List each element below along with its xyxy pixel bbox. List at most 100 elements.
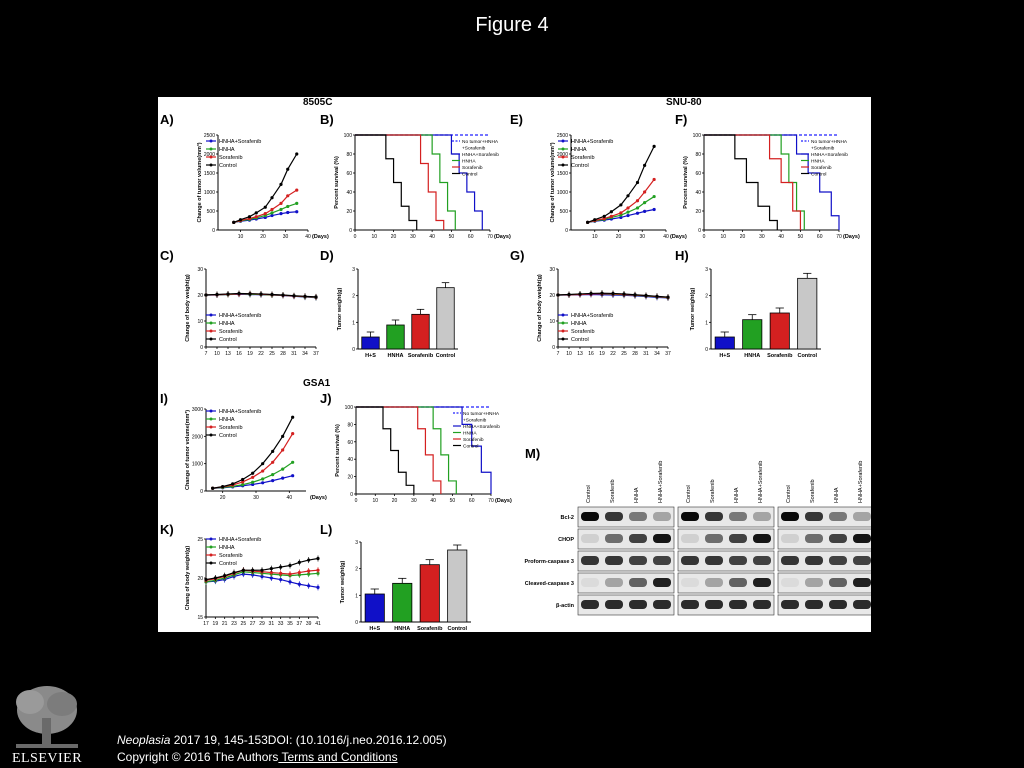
data-point xyxy=(238,218,243,222)
terms-link[interactable]: Terms and Conditions xyxy=(278,750,398,764)
legend-marker xyxy=(209,561,213,565)
x-tick-label: 25 xyxy=(241,621,247,627)
bar-category-label: Sorafenib xyxy=(417,626,443,632)
y-tick-label: 100 xyxy=(344,133,353,139)
data-point xyxy=(215,292,219,297)
panel-label: E) xyxy=(510,112,523,127)
legend-marker xyxy=(561,337,565,341)
blot-band xyxy=(781,556,799,565)
x-axis-label: (Days) xyxy=(494,234,511,240)
y-tick-label: 20 xyxy=(549,293,555,299)
x-tick-label: 41 xyxy=(315,621,321,627)
data-point xyxy=(288,563,292,568)
y-tick-label: 20 xyxy=(347,475,353,481)
data-point xyxy=(633,293,637,297)
legend-marker xyxy=(209,417,213,421)
bar xyxy=(797,277,818,350)
x-tick-label: 28 xyxy=(280,351,286,357)
blot-frame xyxy=(777,594,871,616)
data-point xyxy=(316,571,320,575)
blot-band xyxy=(705,534,723,543)
x-tick-label: 33 xyxy=(278,621,284,627)
blot-band xyxy=(853,600,871,609)
data-point xyxy=(270,207,274,212)
data-point xyxy=(586,220,590,224)
data-point xyxy=(223,574,227,578)
journal-name: Neoplasia xyxy=(117,733,171,747)
x-tick-label: 7 xyxy=(557,351,560,357)
blot-band xyxy=(629,512,647,521)
blot-band xyxy=(781,534,799,543)
bar xyxy=(392,582,413,623)
line-chart: 0 10 20 30 7 10 13 16 19 22 25 28 31 34 37 Change of bo… xyxy=(185,267,319,357)
x-tick-label: 0 xyxy=(703,234,706,240)
blot-band xyxy=(629,534,647,543)
elsevier-tree-logo: ELSEVIER xyxy=(12,686,82,764)
blot-band xyxy=(653,512,671,521)
survival-chart: 0 20 40 60 80 100 0 10 20 30 40 50 60 70 Percent survi… xyxy=(335,405,512,504)
blot-band xyxy=(705,600,723,609)
data-point xyxy=(303,294,307,298)
y-tick-label: 60 xyxy=(695,171,701,177)
x-tick-label: 60 xyxy=(469,498,475,504)
blot-frame xyxy=(577,550,675,572)
panel-label: I) xyxy=(160,391,168,406)
data-point xyxy=(279,212,283,216)
y-tick-label: 40 xyxy=(347,457,353,463)
data-point xyxy=(643,163,647,167)
blot-band xyxy=(653,600,671,609)
x-tick-label: 10 xyxy=(238,234,244,240)
bar xyxy=(361,336,380,350)
x-tick-label: 50 xyxy=(450,498,456,504)
legend-marker xyxy=(561,163,565,167)
data-point xyxy=(270,213,274,218)
legend-label: HNHA+Sorafenib xyxy=(219,139,261,145)
y-tick-label: 2 xyxy=(352,294,355,300)
y-tick-label: 30 xyxy=(549,267,555,273)
data-point xyxy=(281,467,285,471)
blot-band xyxy=(605,556,623,565)
survival-step xyxy=(704,134,778,230)
data-point xyxy=(279,577,283,582)
data-point xyxy=(635,206,640,210)
legend-label: Sorafenib xyxy=(219,553,243,559)
blot-band xyxy=(653,578,671,587)
lane-label: Sorafenib xyxy=(610,479,616,503)
data-point xyxy=(260,568,264,572)
blot-band xyxy=(581,512,599,521)
legend-label: HNHA xyxy=(219,147,235,153)
data-point xyxy=(261,481,265,485)
x-tick-label: 16 xyxy=(588,351,594,357)
data-point xyxy=(307,569,311,573)
blot-band xyxy=(853,556,871,565)
x-tick-label: 60 xyxy=(468,234,474,240)
citation-line: Neoplasia 2017 19, 145-153DOI: (10.1016/… xyxy=(117,732,447,749)
y-tick-label: 2 xyxy=(355,567,358,573)
survival-step xyxy=(356,406,442,494)
blot-band xyxy=(829,534,847,543)
blot-band xyxy=(705,512,723,521)
legend-marker xyxy=(561,321,565,325)
blot-frame xyxy=(577,594,675,616)
legend-marker xyxy=(209,313,213,317)
copyright-line: Copyright © 2016 The Authors Terms and C… xyxy=(117,749,447,766)
data-point xyxy=(316,585,320,589)
x-tick-label: 40 xyxy=(430,498,436,504)
legend-label: HNHA xyxy=(571,147,587,153)
data-point xyxy=(589,291,593,296)
blot-band xyxy=(781,578,799,587)
data-point xyxy=(609,210,613,214)
bar-chart: 0 1 2 3 Tumor weight(g) H+S HNHA Sorafenib Contr… xyxy=(337,267,458,359)
legend-label: Sorafenib xyxy=(463,437,484,443)
blot-band xyxy=(753,578,771,587)
data-point xyxy=(643,190,647,194)
legend-marker xyxy=(209,433,213,437)
x-tick-label: 28 xyxy=(632,351,638,357)
blot-band xyxy=(729,556,747,565)
x-tick-label: 19 xyxy=(247,351,253,357)
x-tick-label: 7 xyxy=(205,351,208,357)
y-tick-label: 20 xyxy=(197,293,203,299)
x-tick-label: 30 xyxy=(411,498,417,504)
legend-marker xyxy=(561,329,565,333)
